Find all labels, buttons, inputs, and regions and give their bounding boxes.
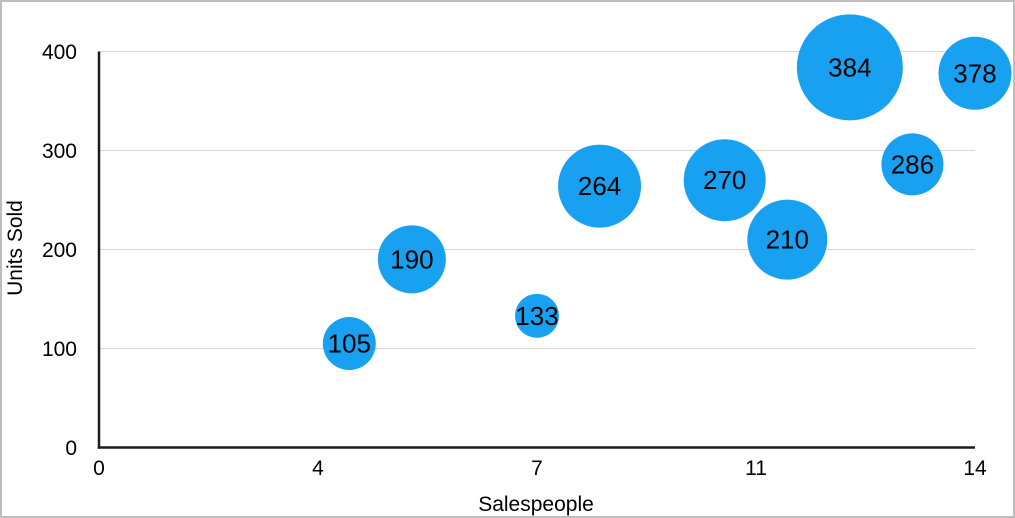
- bubble[interactable]: [938, 36, 1012, 110]
- bubble-label: 190: [390, 244, 433, 274]
- bubble[interactable]: [558, 144, 642, 228]
- bubble[interactable]: [747, 199, 828, 280]
- y-tick-label: 100: [42, 338, 77, 361]
- x-tick-label: 4: [312, 457, 324, 480]
- bubble-label: 384: [828, 52, 871, 82]
- x-tick-label: 14: [963, 457, 987, 480]
- bubble[interactable]: [322, 317, 376, 371]
- x-tick-label: 11: [745, 457, 767, 480]
- x-axis-title: Salespeople: [478, 493, 594, 516]
- bubble[interactable]: [683, 139, 766, 222]
- x-tick-label: 7: [531, 457, 543, 480]
- bubble[interactable]: [881, 133, 944, 196]
- bubble-label: 270: [703, 165, 746, 195]
- bubble-label: 105: [328, 329, 371, 359]
- bubble[interactable]: [515, 293, 559, 338]
- y-axis-title: Units Sold: [4, 200, 27, 296]
- bubble-label: 133: [515, 301, 558, 331]
- y-tick-label: 0: [65, 437, 77, 460]
- bubble-label: 286: [891, 149, 934, 179]
- x-tick-label: 0: [93, 457, 105, 480]
- bubble[interactable]: [377, 225, 446, 294]
- y-tick-label: 300: [42, 140, 77, 163]
- y-tick-label: 200: [42, 239, 77, 262]
- bubble[interactable]: [796, 14, 903, 121]
- bubble-label: 264: [578, 171, 621, 201]
- bubble-label: 210: [766, 225, 809, 255]
- bubble-label: 378: [953, 58, 996, 88]
- y-tick-label: 400: [42, 41, 77, 64]
